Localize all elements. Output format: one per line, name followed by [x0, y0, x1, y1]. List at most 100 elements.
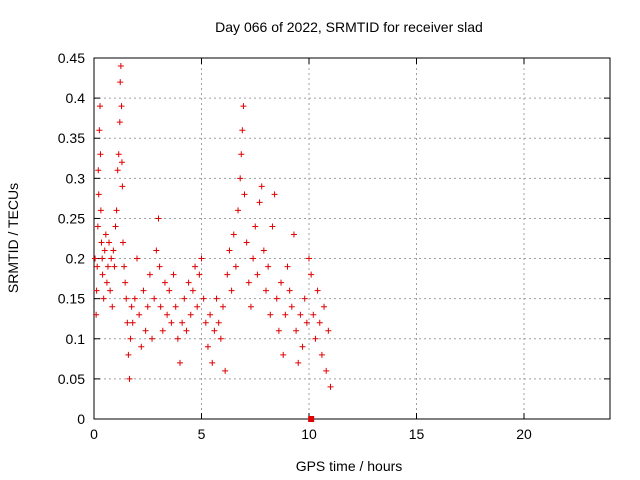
data-point [310, 311, 317, 318]
data-point [119, 183, 126, 190]
data-point [312, 335, 319, 342]
y-tick-label: 0.4 [66, 90, 86, 106]
data-point [275, 327, 282, 334]
data-point [280, 351, 287, 358]
data-point [207, 311, 214, 318]
data-point [95, 167, 102, 174]
data-point [288, 303, 295, 310]
data-point [140, 287, 147, 294]
data-point [168, 319, 175, 326]
chart-title: Day 066 of 2022, SRMTID for receiver sla… [215, 19, 483, 35]
y-axis: 0 0.05 0.1 0.15 0.2 0.25 0.3 0.35 0.4 0.45 [58, 50, 610, 427]
y-tick-label: 0 [77, 411, 85, 427]
data-point [271, 191, 278, 198]
data-point [213, 295, 220, 302]
data-point [104, 263, 111, 270]
data-point [99, 255, 106, 262]
data-point [96, 127, 103, 134]
data-point [161, 279, 168, 286]
y-tick-label: 0.3 [66, 170, 86, 186]
data-point [125, 351, 132, 358]
data-point [101, 247, 108, 254]
y-tick-label: 0.05 [58, 371, 85, 387]
data-point [156, 263, 163, 270]
data-point [245, 279, 252, 286]
y-tick-label: 0.1 [66, 331, 86, 347]
data-point [252, 223, 259, 230]
data-point [107, 287, 114, 294]
data-point [238, 151, 245, 158]
data-point [157, 303, 164, 310]
data-point [273, 295, 280, 302]
plot-frame [93, 57, 611, 420]
data-point [187, 311, 194, 318]
data-point [240, 103, 247, 110]
data-point [122, 279, 129, 286]
data-point [136, 311, 143, 318]
data-point [179, 319, 186, 326]
data-point [103, 279, 110, 286]
data-point [134, 255, 140, 262]
data-point [260, 247, 267, 254]
data-point [189, 287, 196, 294]
data-point [142, 327, 149, 334]
data-point [112, 223, 119, 230]
data-point [323, 367, 330, 374]
data-point [256, 199, 263, 206]
data-point [327, 383, 334, 390]
data-point [108, 255, 115, 262]
data-point [204, 343, 211, 350]
data-point [97, 207, 104, 214]
data-point [192, 263, 199, 270]
grid [94, 58, 610, 419]
data-point [258, 183, 265, 190]
data-point [109, 303, 116, 310]
data-point [222, 367, 229, 374]
x-tick-label: 5 [198, 426, 206, 442]
data-point [116, 119, 123, 126]
data-point [115, 151, 122, 158]
data-point [215, 319, 222, 326]
data-point [278, 279, 285, 286]
data-point [217, 335, 224, 342]
data-point [110, 247, 117, 254]
data-point [183, 327, 190, 334]
data-point [293, 327, 300, 334]
data-point [155, 215, 162, 222]
data-point [267, 311, 274, 318]
data-point [144, 303, 151, 310]
x-tick-label: 15 [409, 426, 425, 442]
data-point [151, 295, 158, 302]
data-point [106, 239, 113, 246]
x-tick-label: 0 [90, 426, 98, 442]
data-point [254, 271, 261, 278]
data-point [93, 311, 100, 318]
data-point [117, 63, 124, 70]
data-point [237, 175, 244, 182]
data-point [95, 191, 102, 198]
data-point [250, 255, 257, 262]
y-tick-label: 0.25 [58, 210, 85, 226]
data-point [265, 263, 272, 270]
data-point [194, 303, 201, 310]
x-axis: 0 5 10 15 20 [90, 58, 532, 442]
data-point [99, 271, 106, 278]
data-point [111, 263, 118, 270]
data-point [170, 271, 177, 278]
data-point [295, 359, 302, 366]
data-point [284, 263, 291, 270]
data-point [98, 239, 105, 246]
data-point [196, 271, 203, 278]
data-point [174, 335, 181, 342]
data-point [127, 335, 134, 342]
data-point [321, 303, 328, 310]
data-point [117, 79, 124, 86]
data-point [198, 255, 205, 262]
data-point [129, 319, 136, 326]
data-point [185, 279, 192, 286]
data-point [325, 327, 332, 334]
y-tick-label: 0.45 [58, 50, 85, 66]
x-axis-label: GPS time / hours [296, 458, 403, 474]
data-point [97, 151, 104, 158]
